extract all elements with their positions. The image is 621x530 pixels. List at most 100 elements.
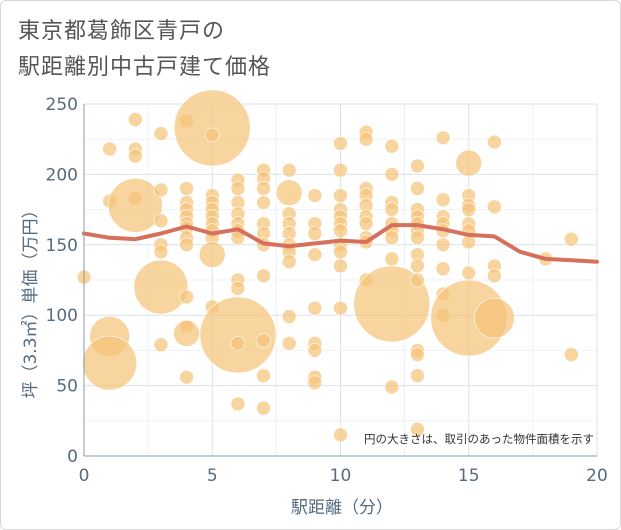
bubble-point (153, 244, 169, 260)
bubble-point (179, 369, 194, 385)
bubble-point (199, 296, 277, 374)
size-annotation: 円の大きさは、取引のあった物件面積を示す (364, 432, 594, 446)
bubble-point (307, 247, 323, 262)
bubble-point (256, 195, 271, 210)
bubble-point (455, 149, 483, 177)
bubble-point (410, 230, 425, 246)
bubble-point (410, 368, 425, 384)
bubble-point (204, 127, 220, 143)
bubble-point (256, 268, 271, 284)
x-tick-label: 10 (330, 466, 352, 486)
bubble-point (358, 216, 374, 231)
bubble-point (564, 347, 579, 362)
bubble-point (435, 261, 451, 277)
bubble-point (108, 178, 163, 233)
bubble-point (102, 141, 117, 157)
bubble-point (435, 192, 451, 208)
bubble-point (179, 289, 194, 305)
bubble-series (76, 89, 579, 443)
bubble-point (133, 259, 189, 315)
bubble-point (333, 300, 348, 316)
bubble-point (307, 375, 323, 391)
bubble-point (487, 134, 502, 150)
bubble-point (410, 421, 425, 437)
x-tick-label: 5 (207, 466, 218, 486)
bubble-point (256, 181, 271, 196)
y-tick-label: 50 (56, 377, 78, 397)
bubble-point (384, 167, 400, 182)
bubble-point (487, 268, 502, 284)
y-tick-label: 150 (46, 236, 78, 256)
bubble-point (333, 162, 348, 178)
bubble-point (410, 272, 425, 288)
bubble-point (230, 336, 246, 351)
bubble-point (153, 337, 169, 353)
bubble-point (230, 281, 246, 296)
bubble-point (153, 182, 169, 198)
y-tick-label: 0 (67, 447, 78, 467)
bubble-point (153, 126, 169, 141)
bubble-point (128, 148, 143, 164)
bubble-point (256, 333, 271, 348)
chart-title: 東京都葛飾区青戸の 駅距離別中古戸建て価格 (18, 14, 538, 86)
bubble-point (333, 136, 348, 151)
bubble-point (179, 181, 194, 196)
bubble-point (333, 427, 348, 443)
bubble-point (179, 237, 194, 253)
bubble-point (410, 181, 425, 196)
bubble-point (198, 241, 226, 268)
bubble-point (384, 230, 400, 246)
bubble-point (256, 368, 271, 384)
bubble-point (281, 336, 297, 351)
chart-title-line-2: 駅距離別中古戸建て価格 (18, 55, 272, 80)
bubble-point (307, 300, 323, 316)
bubble-point (333, 244, 348, 260)
bubble-point (461, 202, 477, 217)
bubble-point (307, 188, 323, 203)
bubble-point (307, 343, 323, 358)
bubble-point (153, 213, 169, 229)
x-tick-label: 15 (458, 466, 480, 486)
bubble-point (384, 138, 400, 154)
bubble-point (128, 112, 143, 127)
x-tick-label: 20 (586, 466, 608, 486)
bubble-point (435, 130, 451, 146)
bubble-point (410, 347, 425, 362)
bubble-point (487, 199, 502, 215)
bubble-point (358, 131, 374, 147)
y-axis-label: 坪（3.3㎡）単価（万円） (21, 201, 41, 398)
bubble-point (435, 237, 451, 253)
bubble-point (281, 162, 297, 178)
bubble-point (307, 226, 323, 241)
bubble-point (410, 258, 425, 274)
bubble-point (173, 320, 200, 347)
bubble-point (333, 258, 348, 274)
bubble-point (353, 265, 431, 343)
bubble-point (230, 396, 246, 412)
bubble-point (410, 158, 425, 174)
bubble-point (230, 181, 246, 196)
y-tick-label: 200 (46, 165, 78, 185)
bubble-point (256, 400, 271, 416)
y-tick-label: 250 (46, 95, 78, 115)
bubble-point (384, 251, 400, 267)
bubble-point (333, 223, 348, 239)
bubble-point (333, 188, 348, 203)
trend-line-group (82, 223, 599, 264)
chart-title-line-1: 東京都葛飾区青戸の (18, 19, 226, 44)
trend-line (82, 223, 599, 264)
y-tick-label: 100 (46, 306, 78, 326)
bubble-point (461, 265, 477, 281)
bubble-point (564, 231, 579, 247)
bubble-point (281, 309, 297, 324)
x-axis-label: 駅距離（分） (291, 498, 393, 518)
bubble-point (281, 254, 297, 269)
x-tick-label: 0 (79, 466, 90, 486)
bubble-point (384, 202, 400, 217)
bubble-point (474, 297, 515, 339)
bubble-point (82, 335, 137, 391)
bubble-point (384, 379, 400, 395)
axes (83, 104, 597, 457)
